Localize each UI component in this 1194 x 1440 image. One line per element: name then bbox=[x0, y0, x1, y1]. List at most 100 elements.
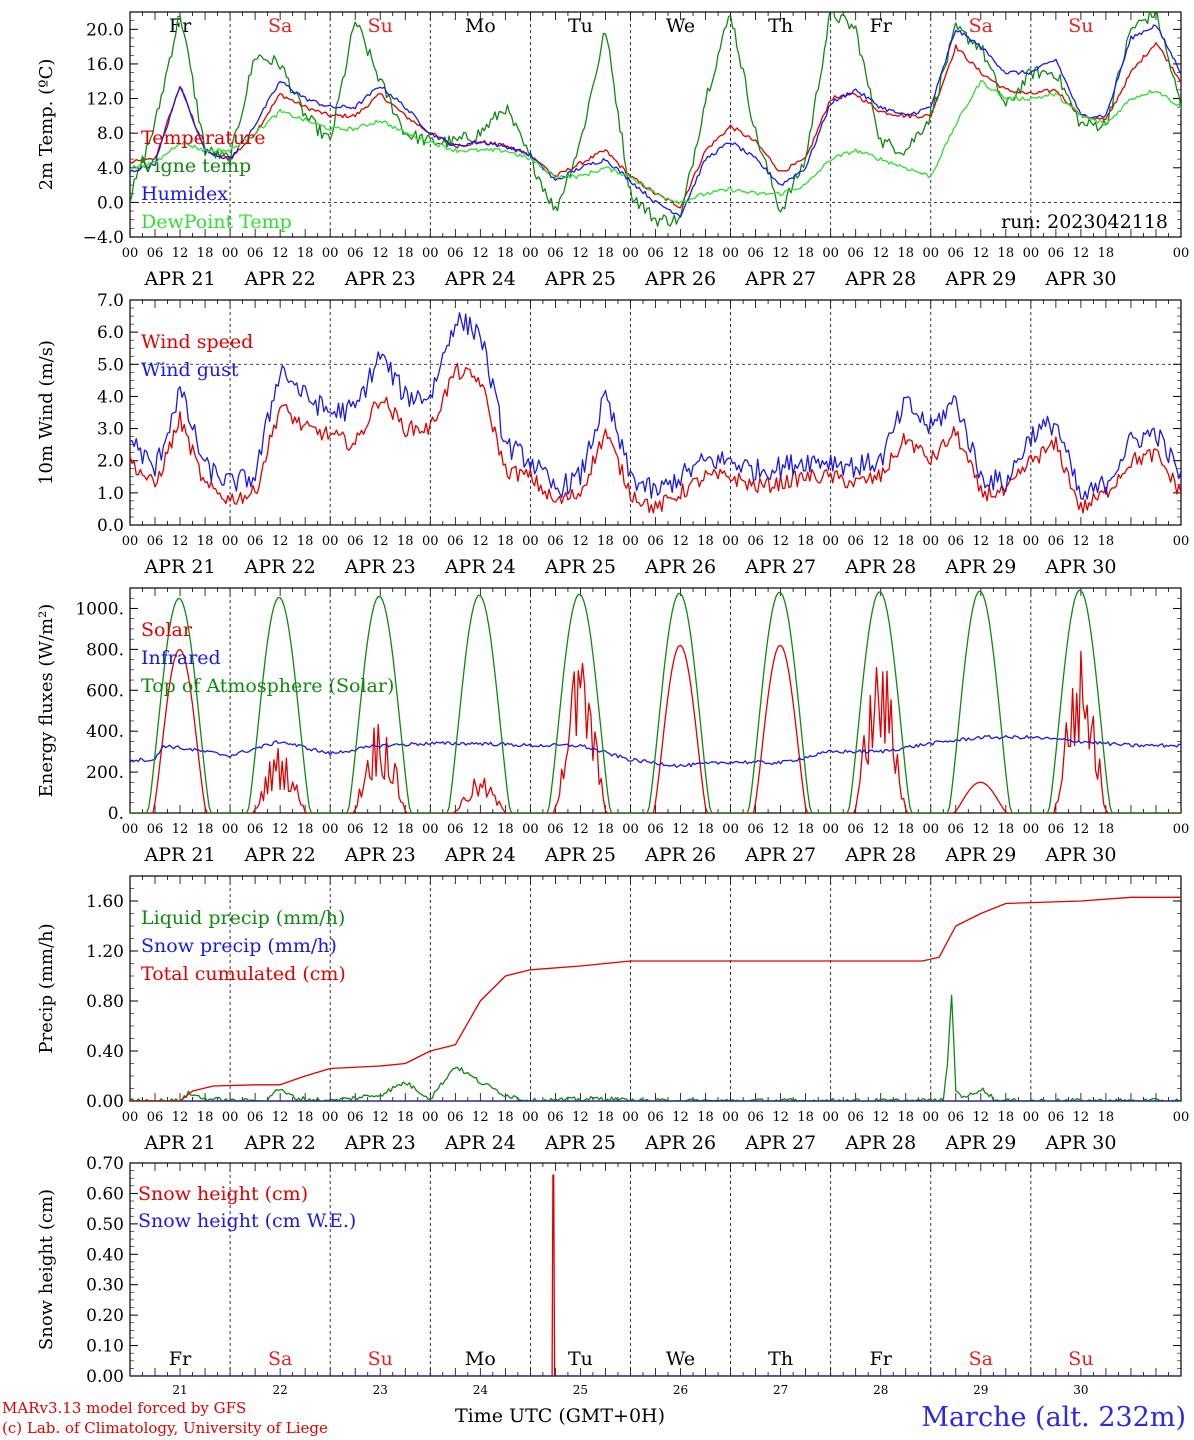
hour-label: 00 bbox=[522, 534, 539, 549]
hour-label: 00 bbox=[422, 534, 439, 549]
hour-label: 06 bbox=[747, 246, 764, 261]
y-tick-label: 4.0 bbox=[97, 387, 124, 407]
model-credit: MARv3.13 model forced by GFS bbox=[2, 1399, 247, 1417]
day-number: 24 bbox=[473, 1383, 489, 1397]
date-label: APR 24 bbox=[444, 1132, 516, 1154]
hour-label: 06 bbox=[847, 534, 864, 549]
day-number: 28 bbox=[873, 1383, 888, 1397]
day-number: 30 bbox=[1073, 1383, 1088, 1397]
day-number: 29 bbox=[973, 1383, 988, 1397]
hour-label: 12 bbox=[572, 822, 589, 837]
date-label: APR 23 bbox=[344, 268, 416, 290]
hour-label: 06 bbox=[147, 246, 164, 261]
weekday-label: Tu bbox=[568, 15, 593, 37]
time-axis-label: Time UTC (GMT+0H) bbox=[455, 1405, 666, 1427]
hour-label: 18 bbox=[797, 246, 814, 261]
hour-label: 00 bbox=[1173, 1110, 1190, 1125]
hour-label: 18 bbox=[497, 246, 514, 261]
series-humidex bbox=[130, 24, 1181, 218]
date-label: APR 25 bbox=[544, 844, 616, 866]
hour-label: 06 bbox=[147, 1110, 164, 1125]
hour-label: 06 bbox=[547, 1110, 564, 1125]
weekday-label: Th bbox=[768, 1348, 793, 1370]
hour-label: 18 bbox=[1098, 1110, 1115, 1125]
hour-label: 12 bbox=[272, 1110, 289, 1125]
hour-label: 00 bbox=[222, 246, 239, 261]
hour-label: 18 bbox=[597, 534, 614, 549]
hour-label: 00 bbox=[822, 534, 839, 549]
y-tick-label: 0.50 bbox=[86, 1215, 124, 1235]
hour-label: 12 bbox=[772, 534, 789, 549]
weekday-label: Th bbox=[768, 15, 793, 37]
hour-label: 06 bbox=[647, 534, 664, 549]
hour-label: 18 bbox=[197, 534, 214, 549]
hour-label: 06 bbox=[1048, 1110, 1065, 1125]
y-tick-label: 1.0 bbox=[97, 484, 124, 504]
date-label: APR 21 bbox=[144, 1132, 216, 1154]
series-snow-height-cm bbox=[130, 1174, 1181, 1376]
hour-label: 00 bbox=[1173, 822, 1190, 837]
hour-label: 06 bbox=[948, 534, 965, 549]
hour-label: 00 bbox=[122, 246, 139, 261]
hour-label: 00 bbox=[622, 246, 639, 261]
y-tick-label: 20.0 bbox=[86, 20, 124, 40]
legend-wind-speed: Wind speed bbox=[141, 331, 253, 353]
hour-label: 06 bbox=[447, 534, 464, 549]
hour-label: 00 bbox=[1023, 1110, 1040, 1125]
hour-label: 06 bbox=[1048, 534, 1065, 549]
date-label: APR 27 bbox=[744, 1132, 816, 1154]
legend-wind-gust: Wind gust bbox=[141, 359, 239, 381]
hour-label: 18 bbox=[197, 246, 214, 261]
legend: Solar Infrared Top of Atmosphere (Solar) bbox=[141, 619, 394, 697]
hour-label: 18 bbox=[697, 534, 714, 549]
legend-top-of-atmosphere-solar: Top of Atmosphere (Solar) bbox=[141, 675, 394, 697]
hour-label: 06 bbox=[347, 822, 364, 837]
x-axis: 21 22 23 24 25 26 27 28 29 30 bbox=[172, 1383, 1088, 1397]
hour-label: 06 bbox=[247, 534, 264, 549]
date-label: APR 30 bbox=[1044, 844, 1116, 866]
legend-dewpoint-temp: DewPoint Temp bbox=[141, 211, 292, 233]
hour-label: 00 bbox=[122, 534, 139, 549]
hour-label: 00 bbox=[422, 246, 439, 261]
weekday-label: Su bbox=[1068, 15, 1093, 37]
hour-label: 06 bbox=[447, 246, 464, 261]
y-axis: 0.0 1.0 2.0 3.0 4.0 5.0 6.0 7.0 bbox=[97, 291, 1181, 536]
legend-temperature: Temperature bbox=[141, 127, 265, 149]
legend-snow-height-cm-w-e: Snow height (cm W.E.) bbox=[138, 1210, 356, 1232]
y-tick-label: −4.0 bbox=[83, 228, 124, 248]
hour-label: 18 bbox=[597, 1110, 614, 1125]
weekday-label: Mo bbox=[465, 15, 496, 37]
hour-label: 12 bbox=[372, 534, 389, 549]
date-label: APR 30 bbox=[1044, 1132, 1116, 1154]
date-label: APR 26 bbox=[644, 268, 716, 290]
hour-label: 12 bbox=[672, 1110, 689, 1125]
date-label: APR 22 bbox=[244, 556, 316, 578]
date-label: APR 21 bbox=[144, 844, 216, 866]
series-total-cumulated-cm bbox=[130, 896, 1181, 1101]
hour-label: 00 bbox=[1173, 534, 1190, 549]
weekday-label: Fr bbox=[870, 15, 893, 37]
hour-label: 12 bbox=[472, 246, 489, 261]
legend-total-cumulated-cm: Total cumulated (cm) bbox=[141, 963, 346, 985]
hour-label: 18 bbox=[497, 822, 514, 837]
hour-label: 12 bbox=[272, 246, 289, 261]
date-label: APR 27 bbox=[744, 556, 816, 578]
date-label: APR 28 bbox=[844, 268, 916, 290]
legend-vigne-temp: Vigne temp bbox=[140, 155, 251, 177]
date-label: APR 26 bbox=[644, 1132, 716, 1154]
y-tick-label: 0.0 bbox=[97, 193, 124, 213]
series-infrared bbox=[130, 734, 1181, 768]
weekday-label: Su bbox=[368, 1348, 393, 1370]
hour-label: 18 bbox=[297, 534, 314, 549]
hour-label: 00 bbox=[422, 822, 439, 837]
hour-label: 12 bbox=[1073, 822, 1090, 837]
hour-label: 00 bbox=[422, 1110, 439, 1125]
lab-credit: (c) Lab. of Climatology, University of L… bbox=[2, 1419, 328, 1437]
y-tick-label: 0.40 bbox=[86, 1042, 124, 1062]
hour-label: 18 bbox=[397, 1110, 414, 1125]
day-number: 21 bbox=[172, 1383, 187, 1397]
y-tick-label: 400. bbox=[86, 722, 124, 742]
y-axis-label: Energy fluxes (W/m²) bbox=[36, 604, 57, 798]
panel-frame bbox=[129, 11, 1182, 238]
hour-label: 18 bbox=[397, 822, 414, 837]
